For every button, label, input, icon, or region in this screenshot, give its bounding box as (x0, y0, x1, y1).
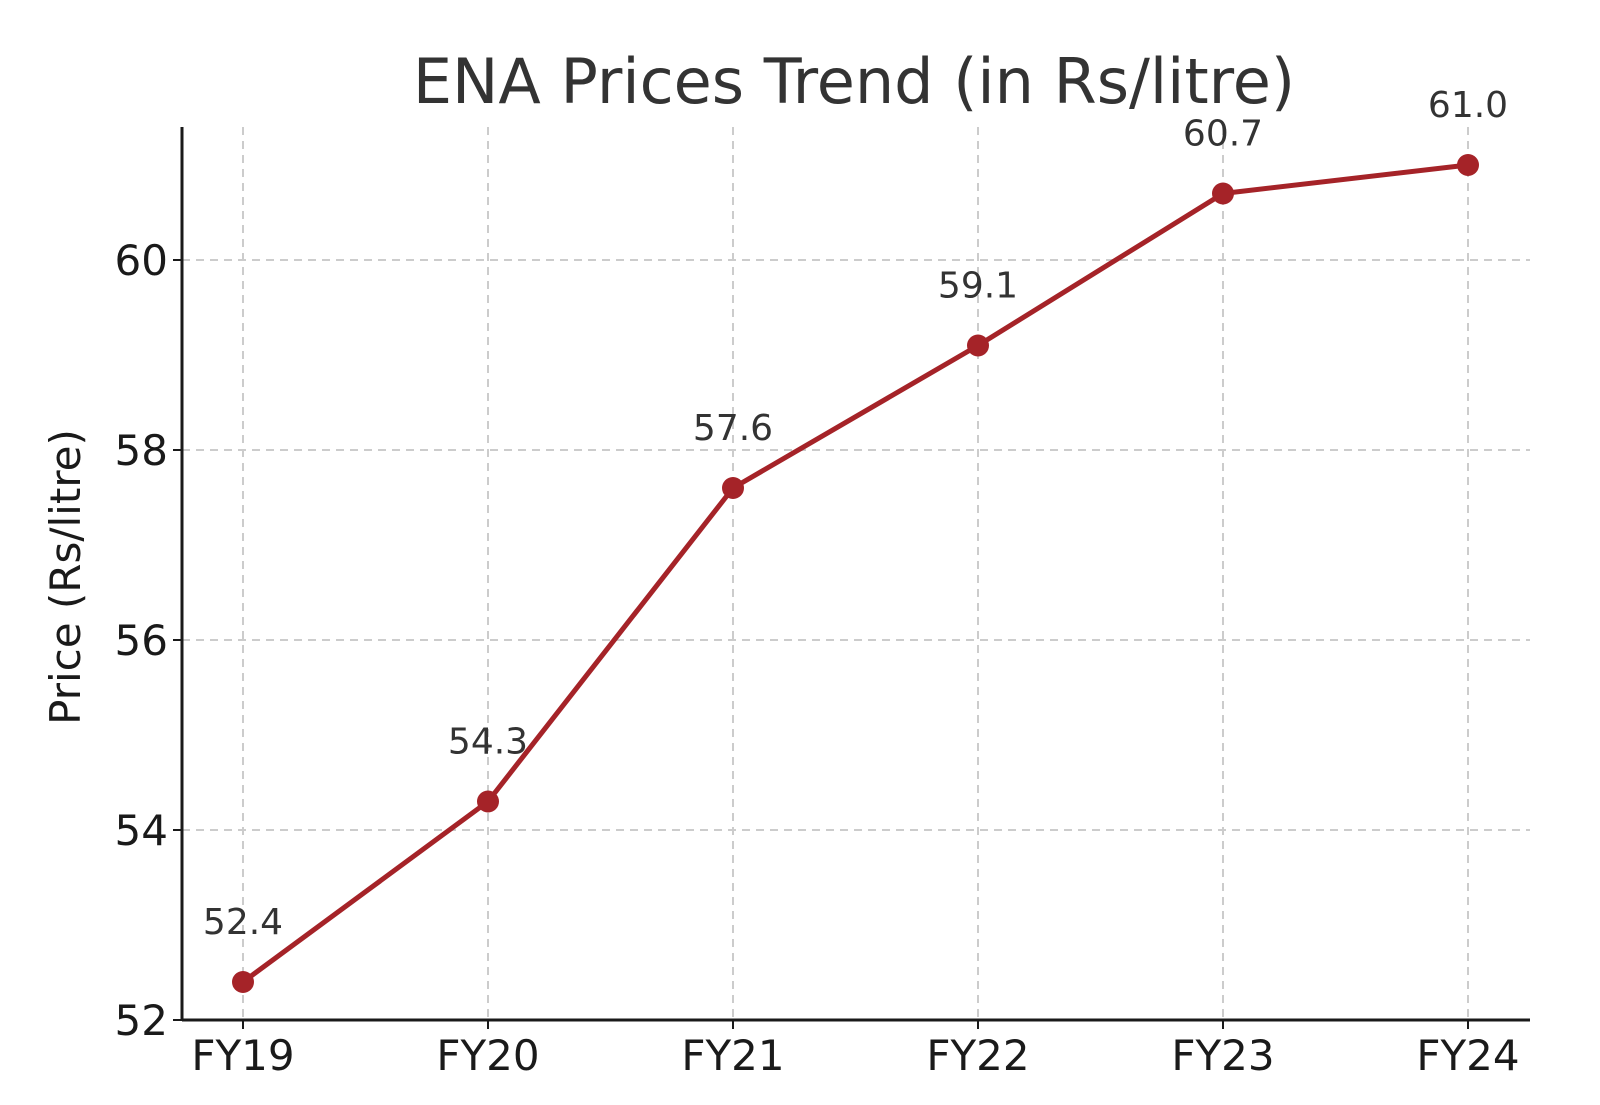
tick-labels: FY19 FY20 FY21 FY22 FY23 FY24 52 54 56 58 60 (115, 236, 1520, 1080)
x-tick-label: FY24 (1416, 1031, 1519, 1080)
y-tick-label: 58 (115, 426, 168, 475)
data-label: 60.7 (1183, 114, 1263, 155)
grid-lines (182, 127, 1530, 1020)
y-tick-label: 54 (115, 806, 168, 855)
x-tick-label: FY20 (436, 1031, 539, 1080)
data-label: 61.0 (1428, 85, 1508, 126)
chart-title: ENA Prices Trend (in Rs/litre) (413, 45, 1295, 118)
data-point (1212, 182, 1234, 205)
x-tick-label: FY21 (681, 1031, 784, 1080)
axes (180, 127, 1530, 1022)
x-tick-label: FY19 (191, 1031, 294, 1080)
y-axis-label: Price (Rs/litre) (41, 429, 90, 725)
data-label: 52.4 (203, 902, 283, 943)
x-tick-label: FY22 (926, 1031, 1029, 1080)
data-point (232, 971, 254, 993)
series (232, 154, 1479, 993)
data-label: 57.6 (693, 408, 773, 449)
y-tick-label: 56 (115, 616, 168, 665)
data-labels: 52.4 54.3 57.6 59.1 60.7 61.0 (203, 85, 1508, 943)
y-tick-label: 52 (115, 996, 168, 1045)
data-label: 54.3 (448, 722, 528, 763)
data-label: 59.1 (938, 266, 1018, 307)
series-line (240, 162, 1471, 985)
data-point (967, 334, 989, 357)
data-point (477, 790, 499, 813)
data-point (722, 477, 744, 499)
x-tick-label: FY23 (1171, 1031, 1274, 1080)
y-tick-label: 60 (115, 236, 168, 285)
data-point (1457, 154, 1479, 176)
